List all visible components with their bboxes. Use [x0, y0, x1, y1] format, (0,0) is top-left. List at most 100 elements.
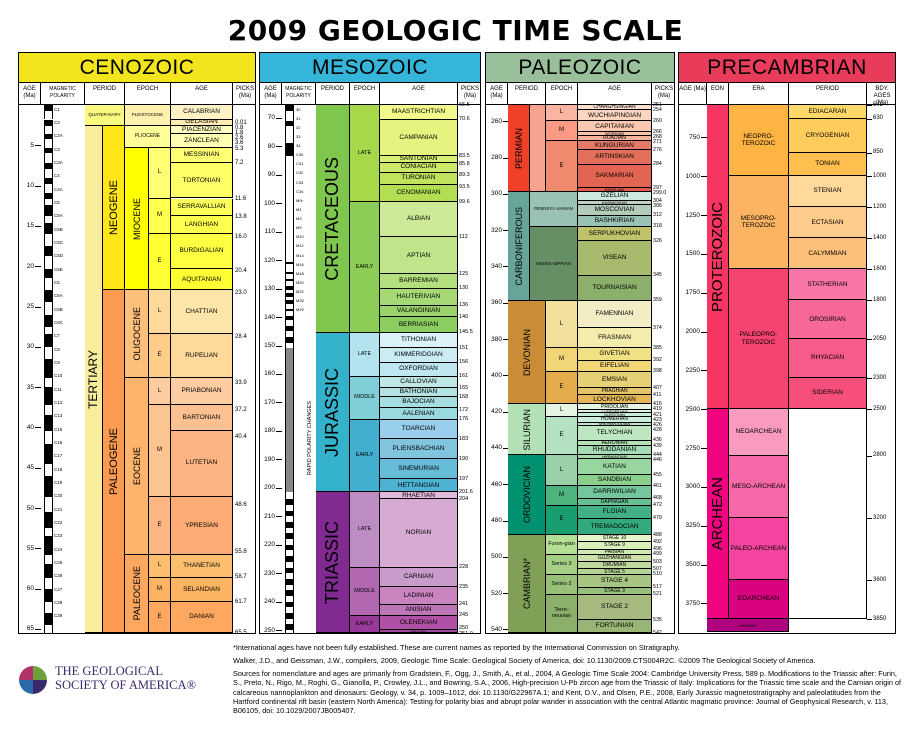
pick-label: 374 [653, 324, 662, 331]
age-tick-label: 420 [491, 408, 502, 416]
tick-mark [503, 556, 508, 558]
pick-label: 254 [653, 106, 662, 113]
col-polarity: MAGNETIC POLARITY [41, 83, 85, 105]
bdy-age-label: 2050 [873, 335, 887, 342]
tick-mark [701, 525, 707, 527]
period-calymmian: CALYMMIAN [789, 238, 867, 270]
tick-mark [867, 238, 872, 240]
stage-serpukhovian: SERPUKHOVIAN [578, 226, 652, 242]
chron-label: C31 [296, 161, 304, 167]
chron-label: 30 [296, 106, 301, 112]
bdy-age-label: 1600 [873, 265, 887, 272]
polarity-stripe [285, 584, 294, 591]
pick-label: 33.9 [235, 379, 247, 386]
era-cell: MESOPRO-TEROZOIC [729, 176, 789, 270]
chron-label: C15 [54, 426, 63, 432]
polarity-stripe [285, 261, 294, 265]
age-tick-label: 110 [264, 228, 275, 236]
tick-mark [276, 544, 282, 546]
period-tonian: TONIAN [789, 152, 867, 177]
age-tick-label: 10 [26, 182, 34, 190]
polarity-stripe [44, 169, 53, 178]
tick-mark [35, 306, 41, 308]
pick-label: 112 [459, 233, 468, 240]
stage-bartonian: BARTONIAN [171, 404, 233, 431]
chron-label: C22 [54, 519, 63, 525]
tick-mark [867, 207, 872, 209]
col-picks: PICKS (Ma) [233, 83, 255, 105]
polarity-stripe [44, 314, 53, 327]
epoch-cell: MIDDLE [350, 567, 380, 616]
col-epoch: EPOCH [125, 83, 171, 105]
age-tick-label: 460 [491, 480, 502, 488]
stage-toarcian: TOARCIAN [380, 419, 458, 440]
cenozoic-panel: CENOZOIC AGE (Ma) MAGNETIC POLARITY PERI… [18, 52, 256, 634]
bdy-age-label: 3200 [873, 514, 887, 521]
stage-aptian: APTIAN [380, 237, 458, 275]
pick-label: 521 [653, 591, 662, 598]
col-polarity: MAGNETIC POLARITY [282, 83, 316, 105]
pick-label: 260 [653, 117, 662, 124]
polarity-stripe [285, 382, 294, 389]
polarity-stripe [285, 439, 294, 446]
col-period: PERIOD [85, 83, 125, 105]
chron-label: C9 [54, 359, 60, 365]
polarity-stripe [285, 428, 294, 434]
archean-period-spacer [789, 409, 867, 619]
stage-visean: VISEAN [578, 241, 652, 276]
epoch-cell: E [546, 141, 578, 193]
mesozoic-panel: MESOZOIC AGE (Ma) MAGNETIC POLARITY PERI… [259, 52, 481, 634]
polarity-stripe [44, 255, 53, 270]
tick-mark [701, 331, 707, 333]
pick-label: 28.4 [235, 333, 247, 340]
chron-label: M10 [296, 234, 304, 240]
pick-label: 1.8 [235, 129, 244, 136]
col-age: AGE (Ma) [679, 83, 707, 105]
bdy-age-label: 2800 [873, 452, 887, 459]
pick-label: 61.7 [235, 598, 247, 605]
col-period: PERIOD [316, 83, 350, 105]
col-period: PERIOD [508, 83, 546, 105]
chron-label: C5 [54, 199, 60, 205]
period-jurassic: JURASSIC [316, 332, 350, 493]
pick-label: 312 [653, 212, 662, 219]
polarity-stripe [285, 315, 294, 320]
chron-label: C32 [296, 170, 304, 176]
period-orosirian: OROSIRIAN [789, 300, 867, 340]
tick-mark [35, 387, 41, 389]
polarity-stripe [285, 450, 294, 457]
chron-label: C33 [296, 179, 304, 185]
pick-label: 446 [653, 456, 662, 463]
pick-label: 37.2 [235, 406, 247, 413]
polarity-stripe [44, 290, 53, 303]
polarity-stripe [285, 399, 294, 406]
chron-label: C23 [54, 533, 63, 539]
tick-mark [867, 300, 872, 302]
epoch-miocene: MIOCENE [125, 147, 149, 291]
period-tertiary: TERTIARY [85, 125, 103, 633]
tick-mark [503, 121, 508, 123]
polarity-stripe [285, 354, 294, 360]
chron-label: C8 [54, 346, 60, 352]
polarity-stripe [44, 233, 53, 247]
age-tick-label: 130 [264, 285, 275, 293]
era-cell: MESO-ARCHEAN [729, 455, 789, 518]
chron-label: 33 [296, 133, 301, 139]
age-tick-label: 750 [689, 133, 700, 141]
stage-rhaetian: RHAETIAN [380, 492, 458, 500]
stage-kasimovian: KASIMOVIAN [578, 201, 652, 205]
tick-mark [503, 447, 508, 449]
gsa-logo-icon [19, 666, 47, 694]
epoch-pleistocene: PLEISTOCENE [125, 105, 171, 126]
age-tick-label: 180 [264, 427, 275, 435]
stage-cenomanian: CENOMANIAN [380, 184, 458, 203]
pick-label: 392 [653, 357, 662, 364]
tick-mark [867, 619, 872, 620]
subepoch-cell: L [149, 147, 171, 199]
stage-wordian: WORDIAN [578, 132, 652, 136]
chron-label: C29 [54, 613, 63, 619]
age-tick-label: 2750 [685, 444, 700, 452]
age-tick-label: 40 [26, 423, 34, 431]
chron-label: C11 [54, 386, 62, 392]
period-statherian: STATHERIAN [789, 269, 867, 301]
